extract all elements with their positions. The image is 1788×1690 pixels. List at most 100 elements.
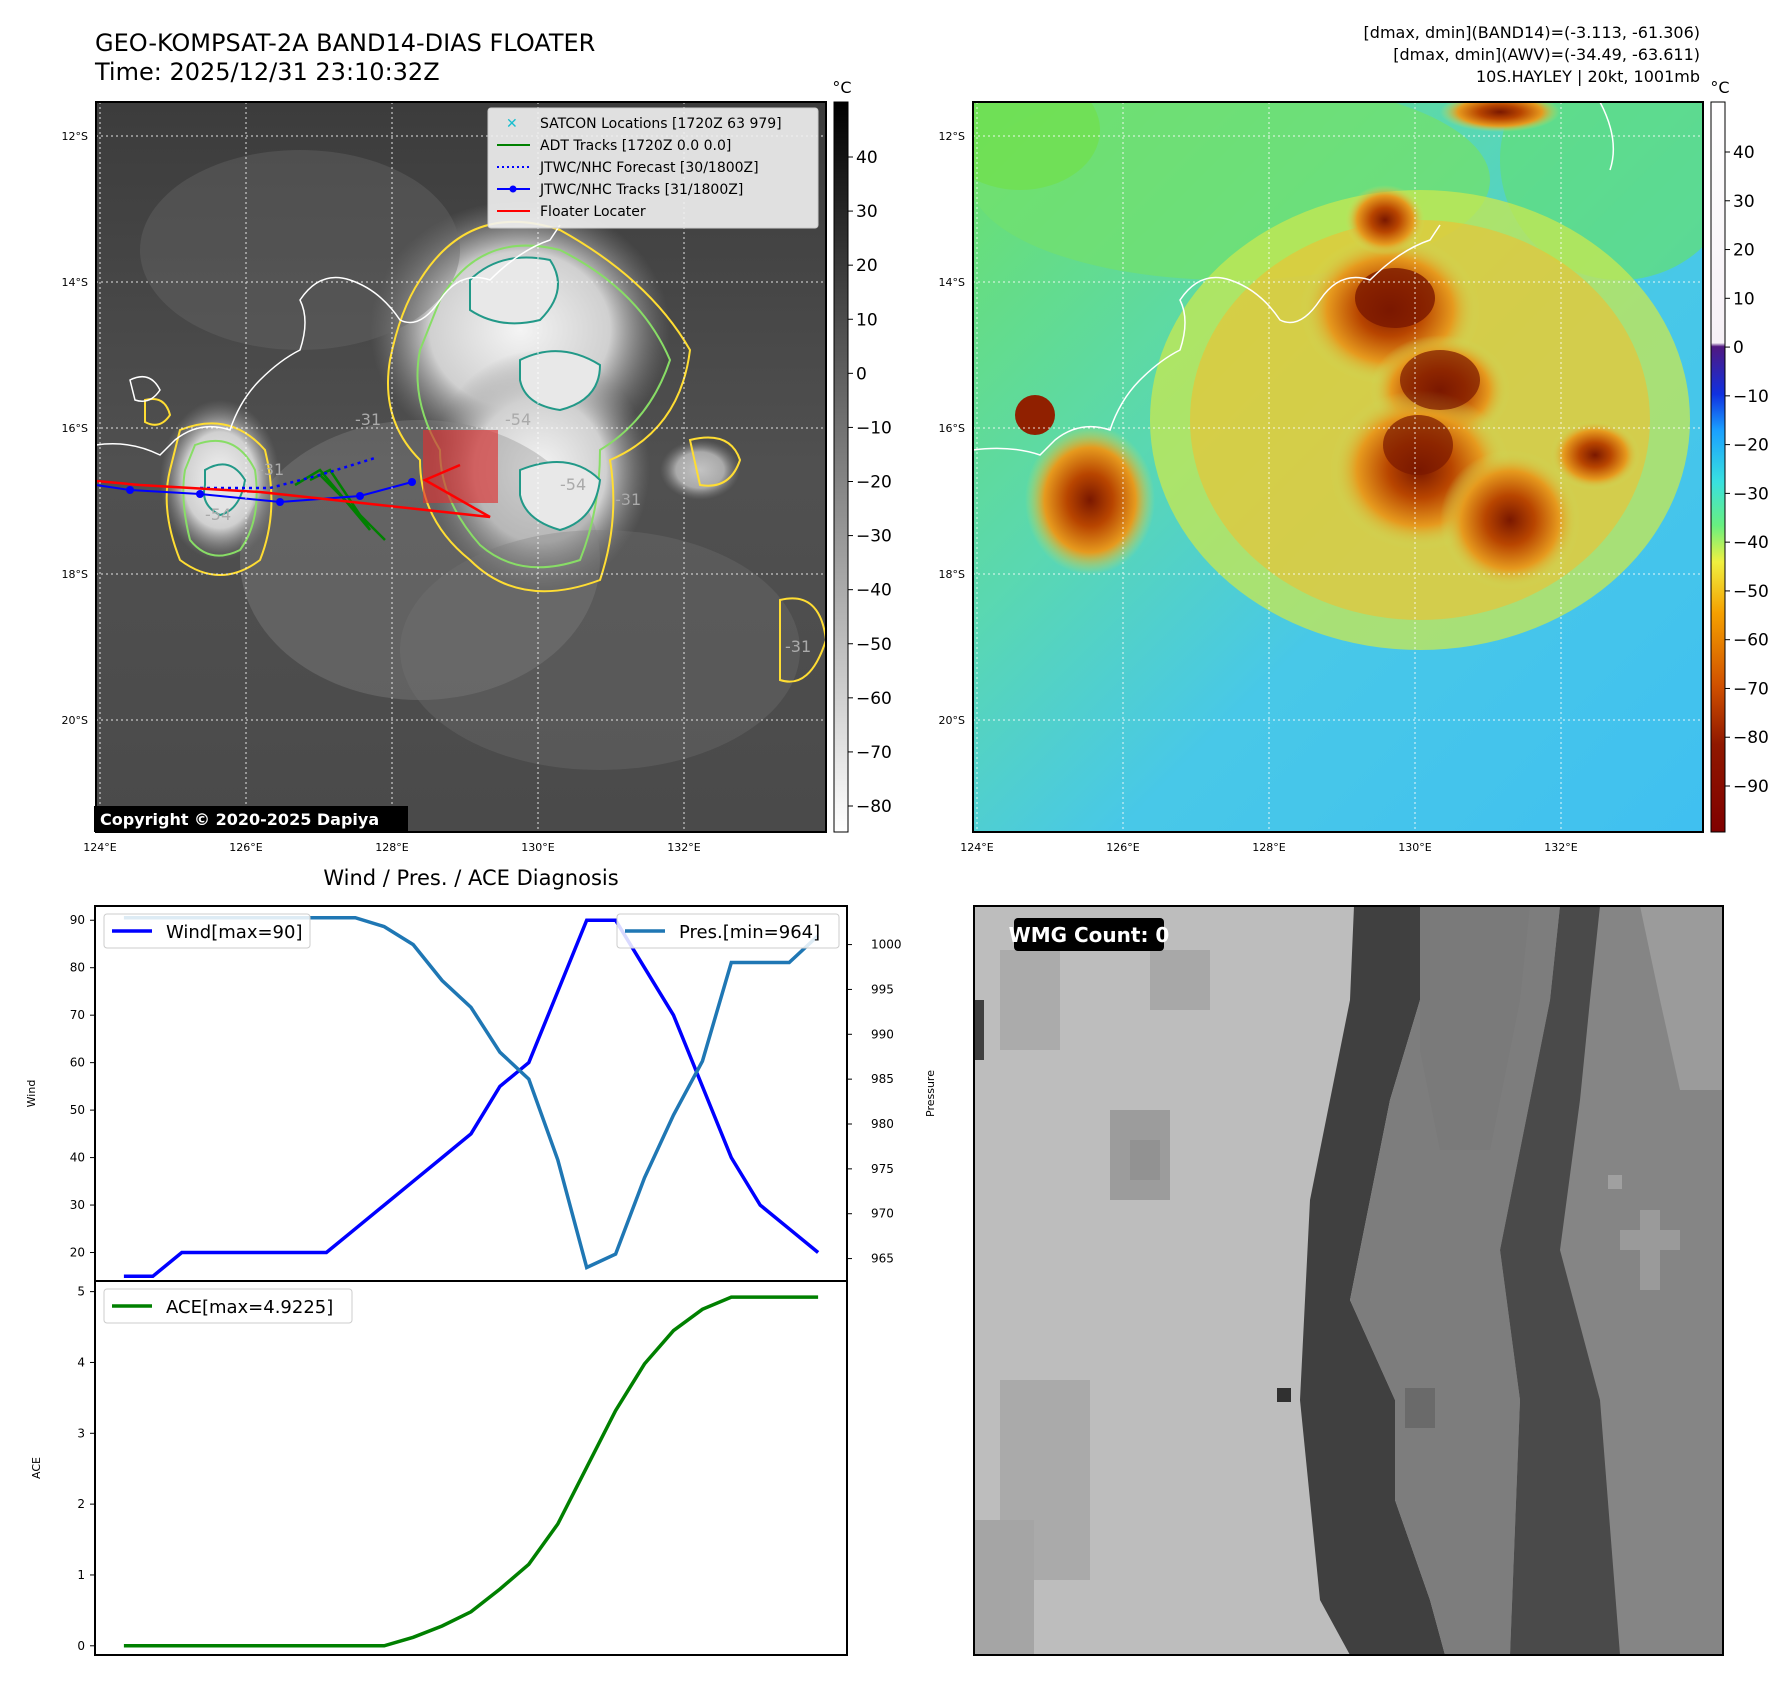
wmg-panel: WMG Count: 0 (973, 905, 1724, 1656)
svg-text:Floater Locater: Floater Locater (540, 204, 646, 220)
colorbar-tick-label: −20 (1733, 436, 1769, 456)
lat-label: 16°S (939, 422, 965, 435)
map-legend: ✕ SATCON Locations [1720Z 63 979] ADT Tr… (487, 107, 819, 229)
color-colorbar: °C 40 30 20 10 0 −10 −20 −30 −40 −50 −60 −70 −80 −90 (1710, 78, 1769, 833)
y-tick-label: 50 (70, 1103, 85, 1117)
colorbar-tick-label: 10 (856, 310, 878, 330)
svg-text:JTWC/NHC Tracks [31/1800Z]: JTWC/NHC Tracks [31/1800Z] (539, 182, 743, 198)
legend-pressure: Pres.[min=964] (616, 913, 840, 949)
y-tick-label: 20 (70, 1246, 85, 1260)
colorbar-tick-label: −80 (856, 797, 892, 817)
figure-time: Time: 2025/12/31 23:10:32Z (94, 58, 440, 86)
svg-text:JTWC/NHC Forecast [30/1800Z]: JTWC/NHC Forecast [30/1800Z] (539, 160, 759, 176)
svg-text:ADT Tracks [1720Z 0.0 0.0]: ADT Tracks [1720Z 0.0 0.0] (540, 138, 731, 154)
colorbar-unit: °C (832, 78, 851, 97)
y-tick-label: 30 (70, 1198, 85, 1212)
ir-colorbar: °C 40 30 20 10 0 −10 −20 −30 −40 −50 −60 −70 −80 (832, 78, 892, 833)
colorbar-tick-label: −40 (856, 581, 892, 601)
legend-box (103, 1288, 353, 1324)
lat-label: 20°S (939, 714, 965, 727)
legend-adt: ADT Tracks [1720Z 0.0 0.0] (497, 138, 731, 154)
chart-title: Wind / Pres. / ACE Diagnosis (323, 866, 618, 890)
lon-label: 130°E (1398, 841, 1431, 854)
colorbar-tick-label: −30 (1733, 484, 1769, 504)
y-right-tick-label: 990 (871, 1027, 894, 1041)
colorbar-tick-label: −70 (856, 743, 892, 763)
y-tick-label: 1 (77, 1568, 85, 1582)
svg-text:✕: ✕ (506, 116, 518, 132)
lon-label: 126°E (1106, 841, 1139, 854)
colorbar-tick-label: −20 (856, 473, 892, 493)
y-tick-label: 2 (77, 1497, 85, 1511)
colorbar-tick-label: −80 (1733, 728, 1769, 748)
y-right-tick-label: 985 (871, 1072, 894, 1086)
colorbar-tick-label: 40 (1733, 143, 1755, 163)
plot-area (95, 906, 847, 1281)
colorbar-tick-label: 10 (1733, 289, 1755, 309)
contour-label: -31 (615, 490, 641, 509)
colorbar-tick-label: −40 (1733, 533, 1769, 553)
lat-label: 12°S (62, 130, 88, 143)
y-right-tick-label: 1000 (871, 938, 902, 952)
wind-series-line (123, 918, 820, 1279)
lat-label: 18°S (939, 568, 965, 581)
y-right-tick-label: 965 (871, 1252, 894, 1266)
colorbar-tick-label: −50 (856, 635, 892, 655)
y-tick-label: 5 (77, 1285, 85, 1299)
y-right-tick-label: 980 (871, 1117, 894, 1131)
legend-jtwc-tracks: JTWC/NHC Tracks [31/1800Z] (497, 182, 743, 198)
colorbar-tick-label: −30 (856, 527, 892, 547)
colorbar-tick-label: −10 (856, 418, 892, 438)
legend-label: Wind[max=90] (166, 922, 303, 943)
colorbar-tick-label: 30 (856, 202, 878, 222)
svg-text:SATCON Locations [1720Z 63 979: SATCON Locations [1720Z 63 979] (540, 116, 782, 132)
dmax-band14: [dmax, dmin](BAND14)=(-3.113, -61.306) (1364, 23, 1700, 42)
lon-label: 132°E (1544, 841, 1577, 854)
colorbar-tick-label: −90 (1733, 777, 1769, 797)
legend-wind: Wind[max=90] (103, 913, 311, 949)
legend-satcon: ✕ SATCON Locations [1720Z 63 979] (506, 116, 782, 132)
wmg-count: WMG Count: 0 (1009, 923, 1170, 947)
svg-text:Copyright © 2020-2025 Dapiya: Copyright © 2020-2025 Dapiya (100, 810, 379, 829)
colorbar-tick-label: 30 (1733, 192, 1755, 212)
y-tick-label: 70 (70, 1008, 85, 1022)
colorbar-tick-label: 0 (856, 364, 867, 384)
legend-jtwc-forecast: JTWC/NHC Forecast [30/1800Z] (497, 160, 759, 176)
lat-label: 12°S (939, 130, 965, 143)
ir-lon-labels: 124°E 126°E 128°E 130°E 132°E (83, 841, 700, 854)
lon-label: 128°E (375, 841, 408, 854)
colorbar-tick-label: −70 (1733, 679, 1769, 699)
y-right-tick-label: 970 (871, 1207, 894, 1221)
lat-label: 14°S (939, 276, 965, 289)
y-right-tick-label: 995 (871, 982, 894, 996)
lon-label: 126°E (229, 841, 262, 854)
copyright-badge: Copyright © 2020-2025 Dapiya (94, 806, 408, 832)
y-tick-label: 90 (70, 913, 85, 927)
ir-map: -54 -54 -54 -31 -31 -31 -31 ✕ SATCON Loc… (94, 101, 827, 833)
lat-label: 18°S (62, 568, 88, 581)
lon-label: 124°E (83, 841, 116, 854)
y-right-tick-label: 975 (871, 1162, 894, 1176)
legend-label: ACE[max=4.9225] (166, 1297, 333, 1318)
y-tick-label: 60 (70, 1056, 85, 1070)
y-tick-label: 4 (77, 1355, 85, 1369)
y-axis-label: ACE (30, 1457, 43, 1479)
contour-label: -31 (355, 410, 381, 429)
lat-label: 14°S (62, 276, 88, 289)
lon-label: 124°E (960, 841, 993, 854)
ir-lat-labels: 12°S 14°S 16°S 18°S 20°S (62, 130, 88, 727)
wind-pressure-chart: 20 30 40 50 60 70 80 90 965 970 975 980 985 990 995 100… (25, 905, 937, 1282)
y-right-axis-label: Pressure (924, 1070, 937, 1117)
color-lat-labels: 12°S 14°S 16°S 18°S 20°S (939, 130, 965, 727)
y-tick-label: 80 (70, 961, 85, 975)
plot-area (95, 1281, 847, 1655)
y-tick-label: 40 (70, 1151, 85, 1165)
y-tick-label: 0 (77, 1639, 85, 1653)
colorbar-tick-label: 20 (1733, 241, 1755, 261)
ace-series-line (123, 1295, 819, 1648)
contour-label: -54 (205, 505, 231, 524)
contour-label: -54 (505, 410, 531, 429)
legend-ace: ACE[max=4.9225] (103, 1288, 353, 1324)
colorbar-tick-label: −50 (1733, 582, 1769, 602)
storm-info: 10S.HAYLEY | 20kt, 1001mb (1476, 67, 1700, 86)
